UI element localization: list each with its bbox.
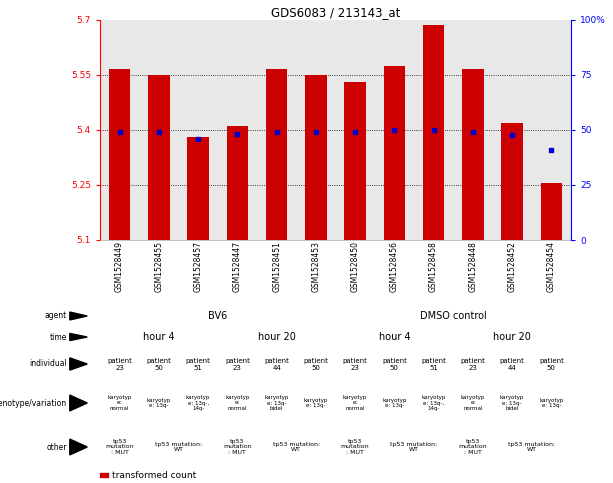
Text: tp53
mutation
: MUT: tp53 mutation : MUT bbox=[223, 439, 252, 455]
Bar bbox=[305, 75, 327, 240]
Bar bbox=[227, 127, 248, 240]
Bar bbox=[148, 75, 170, 240]
Polygon shape bbox=[70, 395, 87, 411]
Text: karyotyp
e: 13q-: karyotyp e: 13q- bbox=[382, 398, 406, 409]
Bar bbox=[266, 70, 287, 240]
Bar bbox=[501, 123, 523, 240]
Bar bbox=[100, 473, 109, 477]
Text: patient
44: patient 44 bbox=[264, 357, 289, 370]
Text: karyotyp
e: 13q-,
14q-: karyotyp e: 13q-, 14q- bbox=[186, 395, 210, 412]
Polygon shape bbox=[70, 358, 87, 370]
Text: patient
50: patient 50 bbox=[539, 357, 564, 370]
Text: DMSO control: DMSO control bbox=[420, 311, 487, 321]
Text: karyotyp
e:
normal: karyotyp e: normal bbox=[107, 395, 132, 412]
Text: patient
51: patient 51 bbox=[421, 357, 446, 370]
Bar bbox=[423, 26, 444, 240]
Text: time: time bbox=[50, 332, 67, 341]
Text: hour 4: hour 4 bbox=[379, 332, 410, 342]
Polygon shape bbox=[70, 439, 87, 455]
Text: karyotyp
e: 13q-: karyotyp e: 13q- bbox=[303, 398, 328, 409]
Bar bbox=[384, 66, 405, 240]
Text: individual: individual bbox=[29, 359, 67, 369]
Text: karyotyp
e:
normal: karyotyp e: normal bbox=[461, 395, 485, 412]
Text: patient
23: patient 23 bbox=[343, 357, 368, 370]
Text: tp53
mutation
: MUT: tp53 mutation : MUT bbox=[341, 439, 370, 455]
Text: patient
51: patient 51 bbox=[186, 357, 210, 370]
Text: tp53 mutation:
WT: tp53 mutation: WT bbox=[155, 441, 202, 453]
Text: patient
23: patient 23 bbox=[225, 357, 250, 370]
Title: GDS6083 / 213143_at: GDS6083 / 213143_at bbox=[271, 6, 400, 19]
Bar bbox=[541, 183, 562, 240]
Text: tp53 mutation:
WT: tp53 mutation: WT bbox=[273, 441, 320, 453]
Text: tp53
mutation
: MUT: tp53 mutation : MUT bbox=[459, 439, 487, 455]
Text: other: other bbox=[47, 442, 67, 452]
Text: karyotyp
e: 13q-,
14q-: karyotyp e: 13q-, 14q- bbox=[422, 395, 446, 412]
Polygon shape bbox=[70, 333, 87, 341]
Text: tp53 mutation:
WT: tp53 mutation: WT bbox=[508, 441, 555, 453]
Text: karyotyp
e:
normal: karyotyp e: normal bbox=[225, 395, 249, 412]
Text: karyotyp
e:
normal: karyotyp e: normal bbox=[343, 395, 367, 412]
Text: patient
44: patient 44 bbox=[500, 357, 525, 370]
Text: BV6: BV6 bbox=[208, 311, 227, 321]
Text: karyotyp
e: 13q-
bidel: karyotyp e: 13q- bidel bbox=[264, 395, 289, 412]
Polygon shape bbox=[70, 312, 87, 320]
Text: hour 20: hour 20 bbox=[257, 332, 295, 342]
Text: patient
23: patient 23 bbox=[107, 357, 132, 370]
Text: patient
50: patient 50 bbox=[147, 357, 171, 370]
Text: karyotyp
e: 13q-: karyotyp e: 13q- bbox=[147, 398, 171, 409]
Text: patient
23: patient 23 bbox=[460, 357, 485, 370]
Bar bbox=[345, 82, 366, 240]
Bar bbox=[109, 70, 131, 240]
Bar bbox=[462, 70, 484, 240]
Text: karyotyp
e: 13q-
bidel: karyotyp e: 13q- bidel bbox=[500, 395, 524, 412]
Text: hour 4: hour 4 bbox=[143, 332, 175, 342]
Text: patient
50: patient 50 bbox=[303, 357, 329, 370]
Text: patient
50: patient 50 bbox=[382, 357, 407, 370]
Text: agent: agent bbox=[45, 312, 67, 321]
Bar bbox=[188, 137, 209, 240]
Text: genotype/variation: genotype/variation bbox=[0, 398, 67, 408]
Text: tp53
mutation
: MUT: tp53 mutation : MUT bbox=[105, 439, 134, 455]
Text: karyotyp
e: 13q-: karyotyp e: 13q- bbox=[539, 398, 563, 409]
Text: tp53 mutation:
WT: tp53 mutation: WT bbox=[390, 441, 438, 453]
Text: hour 20: hour 20 bbox=[493, 332, 531, 342]
Text: transformed count: transformed count bbox=[112, 470, 197, 480]
